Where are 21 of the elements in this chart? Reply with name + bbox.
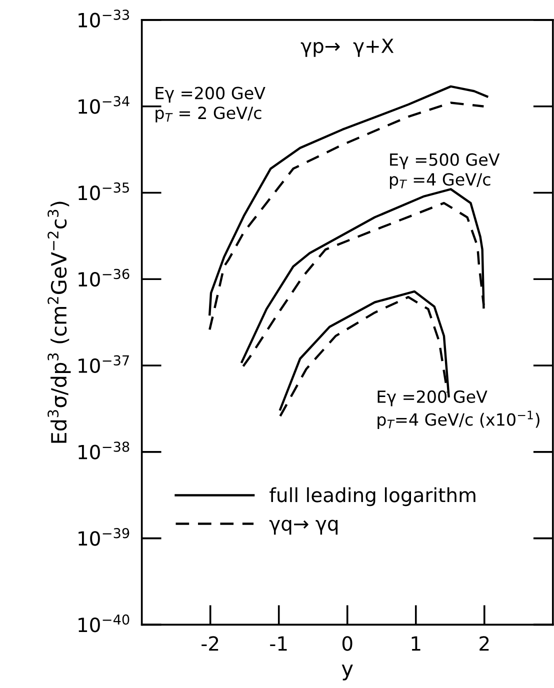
y-tick-label: 10$^{−37}$ <box>78 355 129 374</box>
x-tick-label: -2 <box>202 636 218 651</box>
y-tick-label: 10$^{−38}$ <box>78 442 130 460</box>
y-tick-label: 10$^{−34}$ <box>78 96 130 114</box>
x-axis-title: y <box>342 664 353 680</box>
legend-label: full leading logarithm <box>270 487 476 506</box>
x-tick-label: 0 <box>342 636 352 651</box>
y-tick-label: 10$^{−36}$ <box>78 268 130 287</box>
text: γp→ γ+X <box>300 38 394 57</box>
text: Ed$^{3}$σ/dp$^{3}$ (cm$^{2}$GeV$^{−2}$c$^{3}$) <box>48 202 71 443</box>
y-tick-label: 10$^{−39}$ <box>78 528 130 546</box>
annotation: Eγ =200 GeV p$_{T}$ = 2 GeV/c <box>156 86 266 122</box>
y-tick-label: 10$^{−40}$ <box>78 614 130 632</box>
y-tick-label: 10$^{−33}$ <box>78 10 130 28</box>
annotation: Eγ =200 GeV p$_{T}$=4 GeV/c (x10$^{−1}$) <box>378 390 540 430</box>
x-tick-label: 1 <box>412 636 420 651</box>
x-tick-label: 2 <box>480 636 489 651</box>
x-tick-label: -1 <box>270 636 287 651</box>
y-tick-label: 10$^{−35}$ <box>78 182 129 200</box>
legend-label: γq→ γq <box>269 520 338 535</box>
annotation: Eγ =500 GeV p$_{T}$ =4 GeV/c <box>390 153 500 189</box>
